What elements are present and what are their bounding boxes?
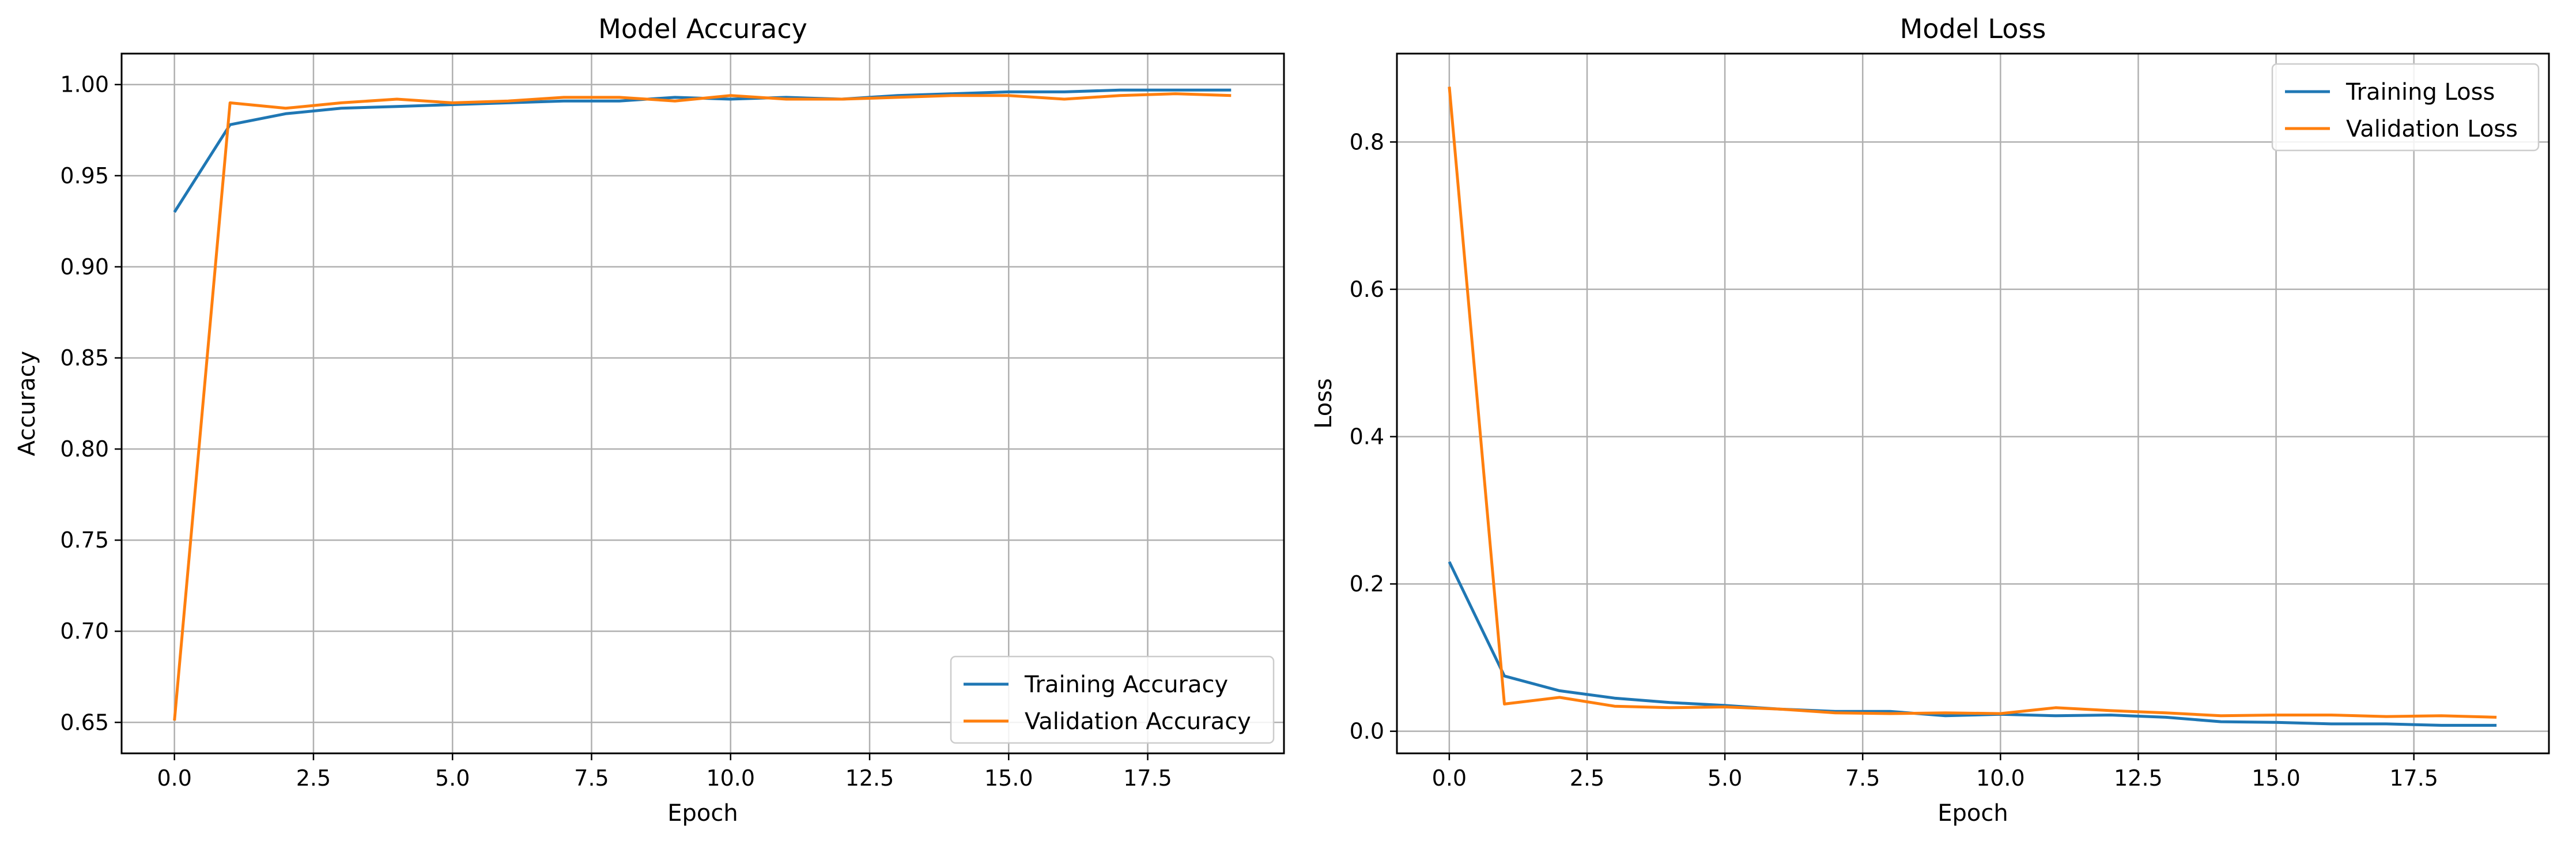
loss-grid — [1397, 54, 2549, 753]
loss-y-axis-label: Loss — [1310, 378, 1337, 429]
accuracy-ytick-label: 0.70 — [60, 618, 109, 644]
accuracy-ytick-label: 0.85 — [60, 345, 109, 371]
loss-xtick-label: 12.5 — [2114, 765, 2163, 791]
accuracy-xtick-label: 7.5 — [574, 765, 609, 791]
loss-ytick-label: 0.6 — [1350, 277, 1384, 302]
accuracy-xtick-label: 17.5 — [1123, 765, 1172, 791]
loss-xtick-label: 10.0 — [1976, 765, 2025, 791]
loss-axes-frame — [1396, 52, 2550, 755]
accuracy-xtick-label: 10.0 — [706, 765, 755, 791]
loss-ytick-label: 0.2 — [1350, 571, 1384, 597]
accuracy-ytick-label: 0.75 — [60, 527, 109, 553]
accuracy-xtick-label: 2.5 — [296, 765, 331, 791]
accuracy-legend-label-0: Training Accuracy — [1024, 672, 1228, 698]
loss-chart-title: Model Loss — [1900, 13, 2046, 44]
accuracy-x-axis-label: Epoch — [667, 800, 738, 827]
loss-ytick-label: 0.8 — [1350, 129, 1384, 154]
accuracy-ytick-label: 1.00 — [60, 72, 109, 97]
accuracy-legend: Training Accuracy Validation Accuracy — [950, 655, 1275, 744]
accuracy-chart-title: Model Accuracy — [598, 13, 807, 44]
accuracy-legend-box — [950, 655, 1275, 744]
accuracy-xtick-label: 12.5 — [845, 765, 894, 791]
accuracy-grid — [122, 54, 1284, 753]
accuracy-ytick-label: 0.90 — [60, 254, 109, 280]
accuracy-ytick-label: 0.65 — [60, 710, 109, 735]
accuracy-ytick-label: 0.95 — [60, 163, 109, 188]
accuracy-panel: 0.0 2.5 5.0 7.5 10.0 12.5 15.0 17.5 0.65 0.70 0.7… — [14, 13, 1285, 827]
accuracy-series — [173, 88, 1232, 721]
loss-xticks: 0.0 2.5 5.0 7.5 10.0 12.5 15.0 17.5 — [1432, 753, 2438, 791]
loss-legend: Training Loss Validation Loss — [2271, 63, 2540, 152]
accuracy-ytick-label: 0.80 — [60, 436, 109, 462]
accuracy-series-line-0 — [173, 88, 1232, 213]
accuracy-axes-frame — [120, 52, 1285, 755]
accuracy-yticks: 0.65 0.70 0.75 0.80 0.85 0.90 0.95 1.00 — [60, 72, 122, 735]
loss-series — [1448, 86, 2497, 727]
loss-xtick-label: 17.5 — [2389, 765, 2438, 791]
loss-xtick-label: 0.0 — [1432, 765, 1467, 791]
accuracy-xticks: 0.0 2.5 5.0 7.5 10.0 12.5 15.0 17.5 — [157, 753, 1172, 791]
accuracy-xtick-label: 0.0 — [157, 765, 191, 791]
loss-panel: 0.0 2.5 5.0 7.5 10.0 12.5 15.0 17.5 0.00.20.40.… — [1310, 13, 2550, 827]
loss-x-axis-label: Epoch — [1937, 800, 2008, 827]
loss-series-line-1 — [1448, 86, 2497, 719]
loss-legend-label-1: Validation Loss — [2346, 116, 2518, 142]
loss-legend-label-0: Training Loss — [2345, 79, 2495, 105]
loss-xtick-label: 15.0 — [2252, 765, 2301, 791]
loss-ytick-label: 0.0 — [1350, 719, 1384, 744]
loss-xtick-label: 7.5 — [1845, 765, 1880, 791]
accuracy-legend-label-1: Validation Accuracy — [1025, 708, 1251, 735]
loss-series-line-0 — [1448, 561, 2497, 727]
accuracy-xtick-label: 15.0 — [984, 765, 1033, 791]
loss-xtick-label: 2.5 — [1570, 765, 1604, 791]
accuracy-y-axis-label: Accuracy — [14, 351, 40, 457]
accuracy-xtick-label: 5.0 — [435, 765, 470, 791]
loss-ytick-label: 0.4 — [1350, 424, 1384, 450]
accuracy-series-line-1 — [173, 92, 1232, 721]
loss-yticks: 0.0 0.2 0.4 0.6 0.8 — [1350, 129, 1397, 744]
loss-xtick-label: 5.0 — [1708, 765, 1742, 791]
loss-legend-box — [2271, 63, 2540, 152]
